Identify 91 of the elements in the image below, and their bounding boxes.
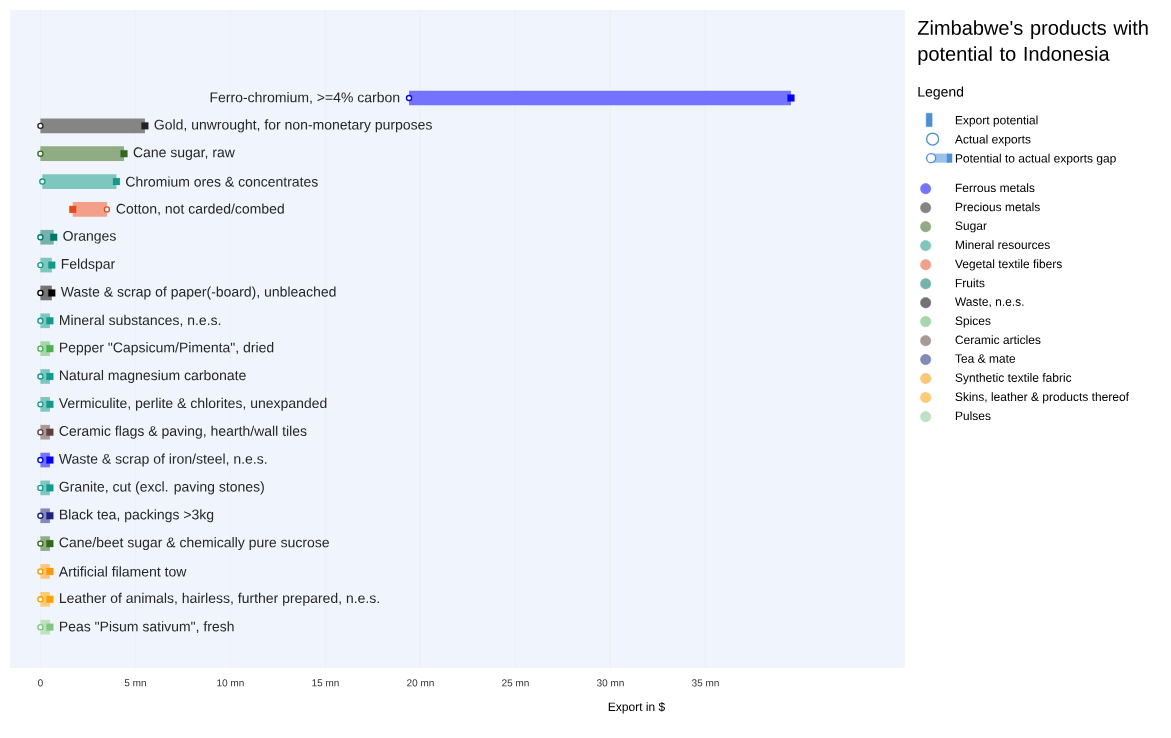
point <box>37 122 44 130</box>
y-tick-label: Cotton, not carded/combed <box>116 203 284 216</box>
y-tick-label: Black tea, packings >3kg <box>60 509 214 523</box>
point <box>48 261 56 269</box>
x-tick-label: 10 mn <box>217 679 244 687</box>
point <box>50 233 58 241</box>
point <box>120 150 128 158</box>
legend-label: Sugar <box>955 221 987 233</box>
point <box>37 568 44 575</box>
point <box>46 345 54 353</box>
legend-label: Pulses <box>955 411 991 421</box>
text: Zimbabwe's products with potential to Indonesia <box>917 20 1148 65</box>
legend-label: Synthetic textile fabric <box>955 373 1072 385</box>
legend-label: Ceramic articles <box>955 335 1041 345</box>
y-tick-label: Cane sugar, raw <box>133 147 235 161</box>
y-tick-label: Chromium ores & concentrates <box>126 176 318 187</box>
point <box>46 428 54 436</box>
legend-title: Legend <box>918 86 964 100</box>
point <box>37 540 44 547</box>
point <box>46 400 54 408</box>
legend-label: Skins, leather & products thereof <box>955 392 1130 404</box>
y-tick-label: Ferro-chromium, >=4% carbon <box>210 92 400 104</box>
point <box>37 484 44 492</box>
y-tick-label: Ceramic flags & paving, hearth/wall tiles <box>59 425 307 439</box>
text: Actual exports <box>954 134 1031 146</box>
point <box>37 373 44 380</box>
x-tick-label: 5 mn <box>124 679 146 687</box>
point <box>37 401 44 408</box>
y-tick-label: Oranges <box>63 230 116 244</box>
y-tick-label: Artificial filament tow <box>58 566 187 577</box>
x-tick-label: 25 mn <box>502 679 529 687</box>
legend-label: Spices <box>955 316 991 328</box>
point <box>46 372 54 381</box>
point <box>48 289 56 297</box>
legend-label: Vegetal textile fibers <box>954 259 1062 271</box>
bar <box>40 118 145 134</box>
legend-label: Mineral resources <box>955 240 1050 250</box>
y-tick-label: Granite, cut (excl. paving stones) <box>59 481 264 495</box>
point <box>37 317 44 324</box>
x-tick-label: 20 mn <box>407 679 434 687</box>
point <box>46 567 54 575</box>
y-tick-label: Mineral substances, n.e.s. <box>60 314 221 327</box>
bar <box>42 174 117 189</box>
point <box>69 205 77 213</box>
y-tick-label: Gold, unwrought, for non-monetary purposes <box>154 119 432 133</box>
y-tick-label: Cane/beet sugar & chemically pure sucrose <box>59 537 329 551</box>
x-axis-title: Export in $ <box>608 702 665 714</box>
legend-label: Ferrous metals <box>955 183 1035 193</box>
y-tick-label: Pepper "Capsicum/Pimenta", dried <box>60 342 274 356</box>
y-tick-label: Leather of animals, hairless, further prepared, n.e.s. <box>60 592 379 606</box>
point <box>46 484 54 492</box>
point <box>37 512 44 519</box>
point <box>103 206 111 213</box>
x-tick-label: 35 mn <box>691 679 719 687</box>
point <box>37 623 44 631</box>
legend-label: Waste, n.e.s. <box>954 297 1024 308</box>
y-tick-label: Waste & scrap of paper(-board), unbleached <box>60 286 336 300</box>
y-tick-label: Feldspar <box>61 258 115 272</box>
point <box>46 317 54 325</box>
point <box>37 150 44 157</box>
point <box>46 512 54 520</box>
legend-label: Fruits <box>955 278 985 288</box>
point <box>405 94 413 102</box>
text: Export potential <box>955 115 1038 127</box>
point <box>37 261 44 269</box>
point <box>46 456 54 464</box>
text: Potential to actual exports gap <box>955 153 1116 165</box>
point <box>46 595 54 603</box>
point <box>46 540 54 548</box>
point <box>787 94 795 102</box>
point <box>112 178 120 186</box>
point <box>141 122 149 130</box>
legend-label: Precious metals <box>955 202 1040 212</box>
x-tick-label: 30 mn <box>596 679 624 687</box>
point <box>37 596 44 603</box>
y-tick-label: Waste & scrap of iron/steel, n.e.s. <box>58 453 267 467</box>
x-tick-label: 15 mn <box>312 679 339 687</box>
bar <box>40 146 125 162</box>
y-tick-label: Peas "Pisum sativum", fresh <box>60 621 234 634</box>
point <box>39 178 46 185</box>
y-tick-label: Natural magnesium carbonate <box>60 369 246 384</box>
point <box>46 623 54 631</box>
x-tick-label: 0 <box>38 679 43 687</box>
point <box>37 345 44 352</box>
point <box>37 234 44 241</box>
y-tick-label: Vermiculite, perlite & chlorites, unexpanded <box>58 397 327 411</box>
legend-label: Tea & mate <box>955 354 1016 363</box>
bar <box>409 90 791 106</box>
point <box>37 456 44 464</box>
point <box>37 428 44 436</box>
point <box>37 289 44 297</box>
